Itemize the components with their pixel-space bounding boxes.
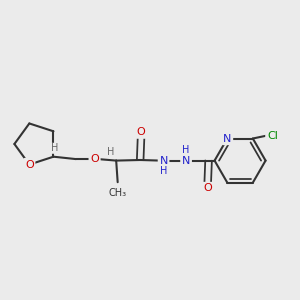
Text: N: N bbox=[223, 134, 232, 143]
Text: H: H bbox=[160, 166, 167, 176]
Text: N: N bbox=[182, 156, 190, 166]
Text: H: H bbox=[107, 147, 115, 157]
Text: H: H bbox=[182, 145, 190, 155]
Text: N: N bbox=[159, 156, 168, 166]
Text: H: H bbox=[51, 143, 59, 153]
Text: O: O bbox=[90, 154, 99, 164]
Text: O: O bbox=[203, 184, 212, 194]
Text: O: O bbox=[137, 127, 146, 137]
Text: Cl: Cl bbox=[267, 130, 278, 140]
Text: CH₃: CH₃ bbox=[109, 188, 127, 198]
Text: O: O bbox=[25, 160, 34, 170]
